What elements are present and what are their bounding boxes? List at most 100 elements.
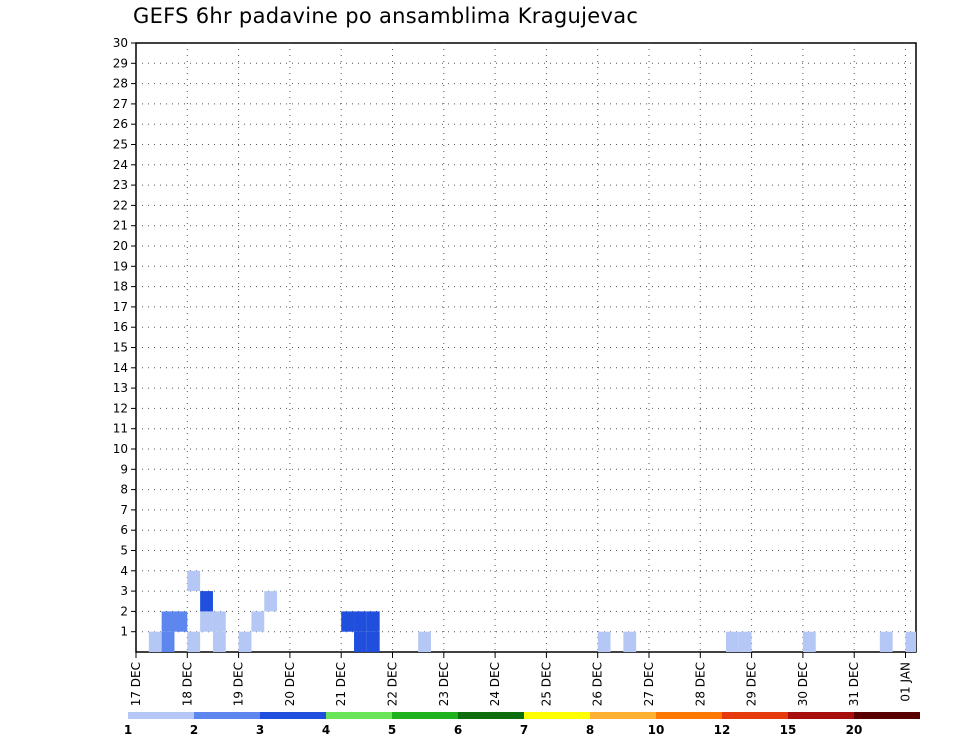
legend-swatch (326, 712, 392, 719)
legend-label: 1 (124, 723, 132, 737)
heatmap-cell (597, 631, 611, 652)
legend-label: 5 (388, 723, 396, 737)
y-tick-label: 29 (113, 56, 128, 70)
chart-title: GEFS 6hr padavine po ansamblima Kragujev… (133, 4, 639, 28)
x-tick-label: 31 DEC (847, 662, 861, 706)
heatmap-cell (738, 631, 752, 652)
x-tick-label: 25 DEC (539, 662, 553, 706)
y-tick-label: 15 (113, 341, 128, 355)
legend-label: 10 (648, 723, 665, 737)
x-tick-label: 27 DEC (642, 662, 656, 706)
heatmap-cell (366, 611, 380, 632)
heatmap-cell (366, 631, 380, 652)
y-tick-label: 14 (113, 361, 128, 375)
y-tick-label: 21 (113, 219, 128, 233)
legend-swatch (722, 712, 788, 719)
heatmap-cell (238, 631, 252, 652)
heatmap-cell (161, 631, 175, 652)
y-tick-label: 30 (113, 36, 128, 50)
y-tick-label: 27 (113, 97, 128, 111)
y-tick-label: 7 (120, 503, 128, 517)
heatmap-cell (905, 631, 916, 652)
y-tick-label: 18 (113, 280, 128, 294)
legend-label: 12 (714, 723, 731, 737)
y-tick-label: 2 (120, 604, 128, 618)
heatmap-cell (251, 611, 265, 632)
heatmap-cell (200, 611, 213, 632)
x-tick-label: 23 DEC (437, 662, 451, 706)
x-tick-label: 01 JAN (899, 662, 913, 702)
x-tick-label: 19 DEC (232, 662, 246, 706)
heatmap-cell (187, 570, 201, 592)
x-tick-label: 28 DEC (693, 662, 707, 706)
x-tick-label: 20 DEC (283, 662, 297, 706)
y-tick-label: 5 (120, 544, 128, 558)
legend-label: 8 (586, 723, 594, 737)
y-tick-label: 20 (113, 239, 128, 253)
x-tick-label: 18 DEC (180, 662, 194, 706)
y-tick-label: 3 (120, 584, 128, 598)
y-tick-label: 26 (113, 117, 128, 131)
y-tick-label: 25 (113, 138, 128, 152)
y-tick-label: 10 (113, 442, 128, 456)
y-tick-label: 6 (120, 523, 128, 537)
legend-label: 20 (846, 723, 863, 737)
legend-swatch (656, 712, 722, 719)
heatmap-cell (161, 611, 175, 632)
grid-layer (136, 43, 916, 652)
y-tick-label: 13 (113, 381, 128, 395)
legend-label: 4 (322, 723, 330, 737)
y-tick-label: 17 (113, 300, 128, 314)
legend-label: 2 (190, 723, 198, 737)
heatmap-cell (187, 631, 201, 652)
legend-swatch (260, 712, 326, 719)
x-tick-label: 26 DEC (591, 662, 605, 706)
heatmap-cell (212, 611, 226, 632)
x-tick-label: 22 DEC (386, 662, 400, 706)
heatmap-cell (174, 611, 188, 632)
heatmap-cell (200, 591, 213, 612)
x-tick-label: 30 DEC (796, 662, 810, 706)
y-tick-label: 11 (113, 422, 128, 436)
heatmap-cell (212, 631, 226, 652)
heatmap-cell (148, 631, 162, 652)
heatmap-cell (802, 631, 816, 652)
heatmap-cell (341, 611, 355, 632)
heatmap-cell (264, 591, 278, 612)
y-tick-label: 22 (113, 198, 128, 212)
color-legend: 1 2 3 4 5 6 7 8 10 12 15 20 (124, 712, 920, 737)
x-tick-label: 21 DEC (334, 662, 348, 706)
heatmap-cell (725, 631, 739, 652)
heatmap-cell (623, 631, 637, 652)
y-tick-label: 9 (120, 462, 128, 476)
heatmap-cell (354, 611, 367, 632)
legend-swatch (194, 712, 260, 719)
y-tick-label: 16 (113, 320, 128, 334)
y-tick-label: 4 (120, 564, 128, 578)
x-tick-label: 24 DEC (488, 662, 502, 706)
legend-label: 7 (520, 723, 528, 737)
x-tick-label: 17 DEC (129, 662, 143, 706)
cells-layer (148, 570, 916, 652)
legend-swatch (458, 712, 524, 719)
y-tick-label: 24 (113, 158, 128, 172)
legend-swatch (524, 712, 590, 719)
heatmap-cell (354, 631, 367, 652)
legend-swatch (128, 712, 194, 719)
legend-label: 6 (454, 723, 462, 737)
legend-swatch (854, 712, 920, 719)
legend-swatch (392, 712, 458, 719)
legend-swatch (590, 712, 656, 719)
x-axis: 17 DEC 18 DEC 19 DEC 20 DEC 21 DEC 22 DEC 23 D… (129, 652, 913, 706)
legend-swatch (788, 712, 854, 719)
y-tick-label: 8 (120, 483, 128, 497)
y-tick-label: 12 (113, 401, 128, 415)
y-tick-label: 23 (113, 178, 128, 192)
y-tick-label: 1 (120, 625, 128, 639)
y-tick-label: 19 (113, 259, 128, 273)
y-axis: 1234567891011121314151617181920212223242… (113, 36, 136, 639)
heatmap-cell (418, 631, 431, 652)
y-tick-label: 28 (113, 77, 128, 91)
legend-label: 15 (780, 723, 797, 737)
